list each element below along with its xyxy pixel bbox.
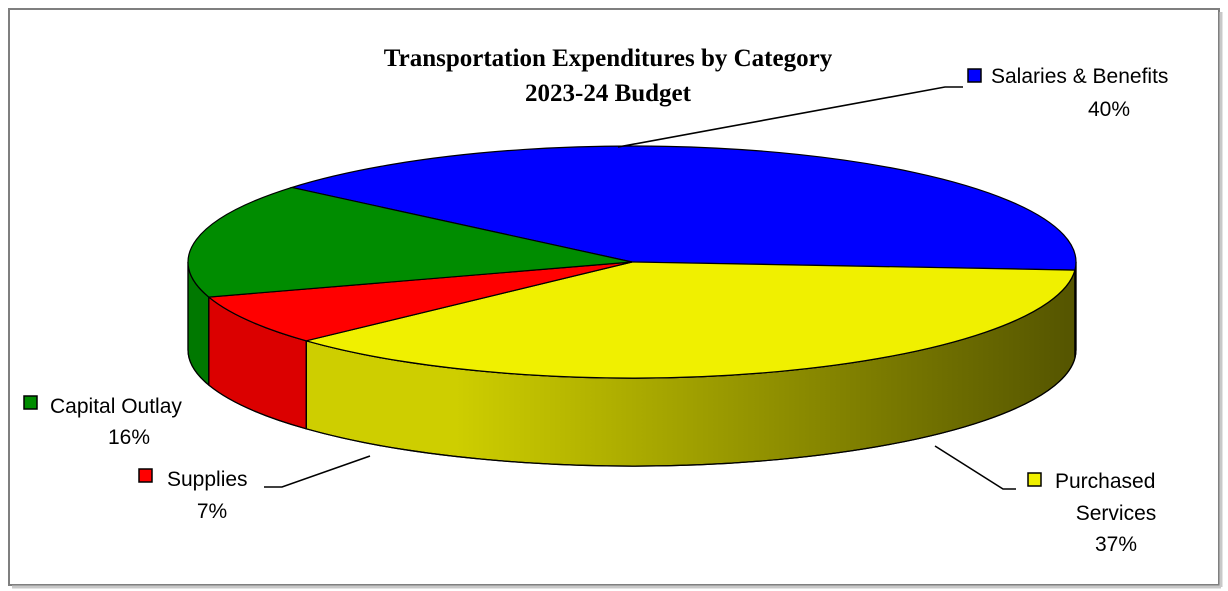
label-capital-outlay: Capital Outlay 16%: [23, 395, 182, 449]
pie-slice-capital: [187, 186, 633, 298]
label-supplies: Supplies 7%: [138, 468, 248, 523]
supplies-percent: 7%: [197, 500, 227, 523]
pie-slice-supplies: [207, 261, 633, 342]
supplies-color-square: [138, 468, 153, 483]
purchased-label-line1: Purchased: [1055, 470, 1155, 493]
leader-line-salaries: [617, 86, 963, 148]
label-salaries-benefits: Salaries & Benefits 40%: [967, 65, 1168, 121]
label-purchased-services: Purchased Services 37%: [1027, 470, 1157, 556]
purchased-color-square: [1027, 472, 1042, 487]
salaries-color-square: [967, 68, 982, 83]
capital-percent: 16%: [108, 426, 150, 449]
leader-line-purchased: [934, 445, 1016, 490]
pie-slice-salaries: [289, 145, 1077, 271]
chart-subtitle: 2023-24 Budget: [525, 80, 692, 107]
supplies-label-text: Supplies: [167, 468, 248, 491]
capital-color-square: [23, 395, 38, 410]
capital-label-text: Capital Outlay: [50, 395, 182, 418]
purchased-percent: 37%: [1095, 533, 1137, 556]
salaries-percent: 40%: [1088, 98, 1130, 121]
chart-title: Transportation Expenditures by Category: [384, 45, 833, 72]
pie-top: [187, 145, 1077, 379]
salaries-label-text: Salaries & Benefits: [991, 65, 1168, 88]
pie-slice-purchased: [303, 261, 1076, 379]
leader-line-supplies: [264, 455, 371, 488]
purchased-label-line2: Services: [1076, 502, 1157, 525]
